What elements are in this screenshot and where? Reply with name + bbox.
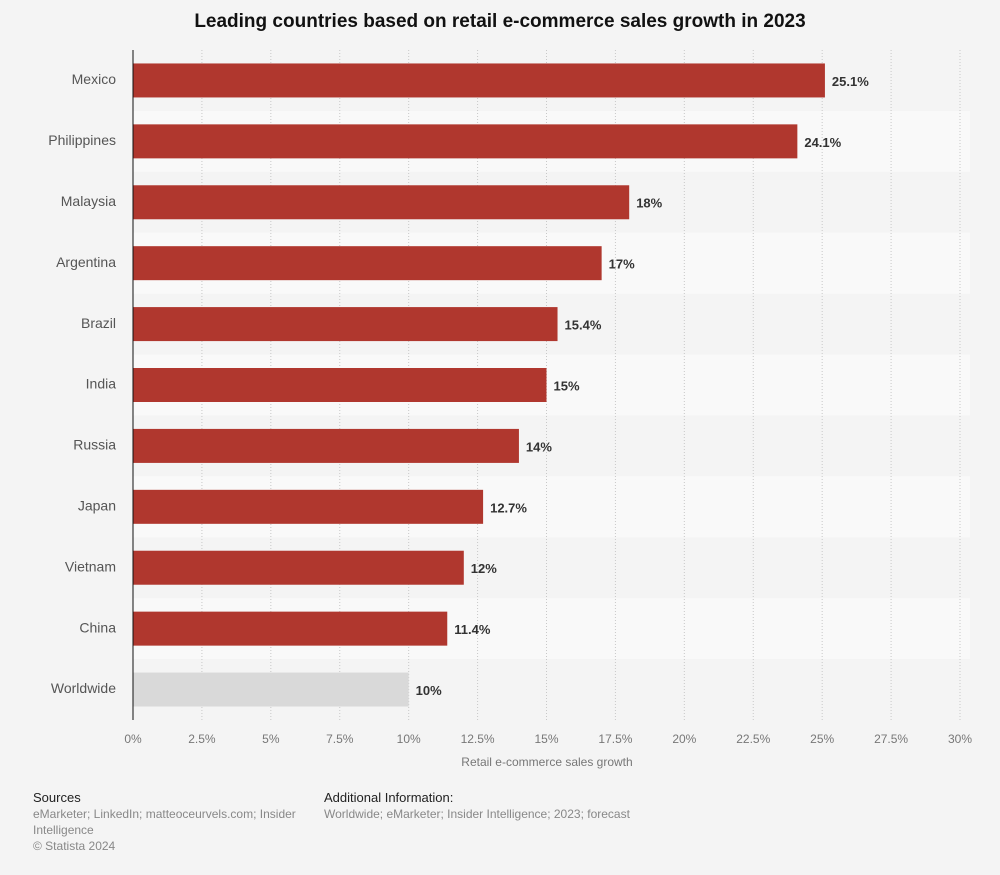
y-tick-label: Mexico [72,71,117,87]
bar [133,489,484,524]
data-label: 25.1% [832,74,869,89]
x-tick-label: 2.5% [188,732,216,746]
y-tick-label: Japan [78,498,116,514]
x-tick-label: 30% [948,732,972,746]
y-tick-label: India [86,376,117,392]
additional-info: Additional Information: Worldwide; eMark… [324,790,724,822]
data-label: 15% [554,378,580,393]
x-tick-label: 0% [124,732,142,746]
y-tick-label: Argentina [56,254,116,270]
data-label: 17% [609,257,635,272]
chart: Leading countries based on retail e-comm… [48,11,972,769]
x-axis-label: Retail e-commerce sales growth [461,755,632,769]
bar [133,124,798,159]
x-tick-label: 25% [810,732,834,746]
additional-title: Additional Information: [324,790,454,805]
bar [133,63,825,98]
y-tick-label: Philippines [48,132,116,148]
x-tick-label: 17.5% [598,732,632,746]
data-label: 18% [636,196,662,211]
y-tick-label: Worldwide [51,680,116,696]
x-tick-label: 15% [534,732,558,746]
bar [133,611,448,646]
x-tick-label: 12.5% [461,732,495,746]
y-tick-label: Brazil [81,315,116,331]
x-tick-label: 20% [672,732,696,746]
y-tick-label: Malaysia [61,193,116,209]
data-label: 10% [416,683,442,698]
data-label: 12.7% [490,500,527,515]
data-label: 24.1% [804,135,841,150]
bar [133,672,409,707]
chart-title: Leading countries based on retail e-comm… [194,11,805,32]
bar [133,246,602,281]
y-tick-label: Vietnam [65,558,116,574]
data-label: 11.4% [454,622,491,637]
bar [133,307,558,342]
sources: Sources eMarketer; LinkedIn; matteoceurv… [33,790,308,854]
bar [133,550,464,585]
copyright: © Statista 2024 [33,839,116,853]
data-label: 15.4% [565,318,602,333]
x-tick-label: 27.5% [874,732,908,746]
bar [133,428,519,463]
x-tick-label: 5% [262,732,280,746]
additional-text: Worldwide; eMarketer; Insider Intelligen… [324,807,630,821]
sources-text: eMarketer; LinkedIn; matteoceurvels.com;… [33,807,296,837]
x-tick-label: 10% [397,732,421,746]
y-tick-label: China [79,619,116,635]
sources-title: Sources [33,790,81,805]
x-tick-label: 7.5% [326,732,354,746]
bar [133,185,630,220]
x-tick-label: 22.5% [736,732,770,746]
data-label: 12% [471,561,497,576]
y-tick-label: Russia [73,437,116,453]
bar [133,368,547,402]
data-label: 14% [526,439,552,454]
